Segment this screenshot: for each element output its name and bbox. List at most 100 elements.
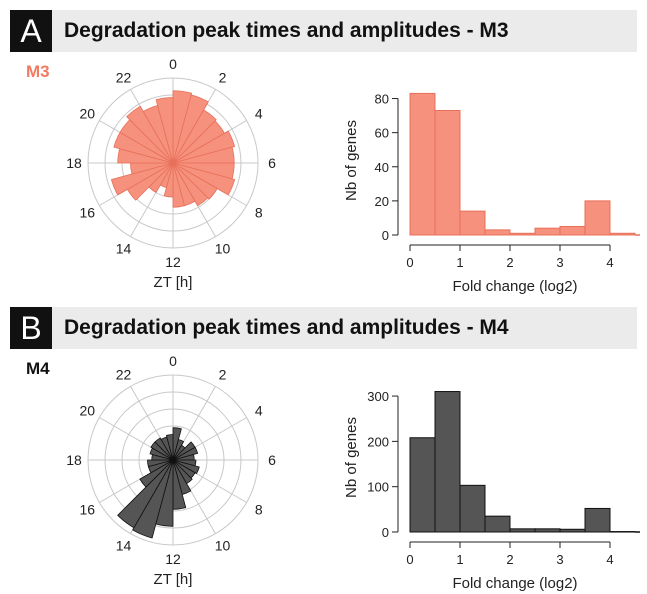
polar-angle-label: 2 (219, 366, 227, 382)
x-axis-label: Fold change (log2) (452, 575, 577, 592)
x-tick-label: 3 (556, 552, 563, 567)
polar-angle-label: 20 (79, 106, 95, 122)
polar-sector (111, 162, 174, 196)
polar-angle-label: 8 (255, 205, 263, 221)
polar-angle-label: 8 (255, 502, 263, 518)
polar-axis-label: ZT [h] (154, 274, 193, 291)
polar-sector (172, 109, 217, 164)
histogram-bar (534, 528, 561, 533)
polar-sector (147, 459, 174, 467)
polar-sector (139, 459, 174, 488)
y-tick-label: 200 (367, 434, 389, 449)
polar-angle-label: 12 (165, 254, 181, 270)
polar-angle-label: 20 (79, 403, 95, 419)
histogram-bar (409, 437, 436, 533)
polar-sector (172, 162, 218, 200)
polar-angle-label: 12 (165, 551, 181, 567)
polar-angle-label: 6 (268, 452, 276, 468)
y-tick-label: 0 (382, 228, 389, 243)
histogram-bar (484, 515, 511, 533)
polar-angle-label: 22 (116, 69, 132, 85)
polar-sector (172, 162, 185, 208)
polar-sector (172, 94, 209, 164)
histogram-bar (434, 391, 461, 533)
histogram-bar (534, 227, 561, 236)
histogram-bar (459, 484, 486, 533)
polar-chart-a: 0 2 4 6 8 10 12 14 16 18 20 22 ZT [h] (66, 56, 276, 291)
polar-angle-label: 10 (215, 538, 231, 554)
polar-angle-label: 18 (66, 452, 82, 468)
histogram-bar (434, 109, 461, 236)
panel-b-header-bar (10, 307, 637, 349)
histogram-bar (584, 507, 611, 533)
polar-sector (155, 97, 174, 164)
y-tick-label: 20 (375, 194, 389, 209)
histogram-bar (609, 531, 636, 533)
polar-angle-label: 6 (268, 155, 276, 171)
y-tick-label: 60 (375, 126, 389, 141)
x-tick-label: 3 (556, 255, 563, 270)
histogram-bar (509, 528, 536, 533)
y-tick-label: 40 (375, 160, 389, 175)
y-tick-label: 0 (382, 525, 389, 540)
polar-angle-label: 2 (219, 69, 227, 85)
y-tick-label: 80 (375, 92, 389, 107)
histogram-bar (409, 92, 436, 236)
panel-a: A Degradation peak times and amplitudes … (10, 10, 640, 295)
polar-angle-label: 10 (215, 241, 231, 257)
polar-angle-label: 0 (169, 56, 177, 72)
histogram-bar (559, 225, 586, 236)
histogram-bar (459, 210, 486, 236)
histogram-bar (584, 200, 611, 236)
polar-sector (126, 105, 174, 164)
panel-b-module-label: M4 (26, 359, 50, 378)
y-axis-label: Nb of genes (343, 417, 360, 498)
panel-b-letter: B (10, 307, 52, 349)
x-tick-label: 2 (506, 552, 513, 567)
polar-sector (172, 446, 199, 461)
polar-axis-label: ZT [h] (154, 571, 193, 588)
polar-angle-label: 22 (116, 366, 132, 382)
polar-sector (132, 459, 174, 539)
histogram-bar (509, 232, 536, 236)
polar-angle-label: 18 (66, 155, 82, 171)
y-axis-label: Nb of genes (343, 120, 360, 201)
panel-a-letter: A (10, 10, 52, 52)
polar-chart-b: 0 2 4 6 8 10 12 14 16 18 20 22 ZT [h] (66, 353, 276, 588)
polar-angle-label: 0 (169, 353, 177, 369)
x-tick-label: 0 (406, 255, 413, 270)
histogram-bar (484, 229, 511, 236)
y-tick-label: 100 (367, 480, 389, 495)
polar-sector (172, 130, 235, 164)
histogram-a: 0 20 40 60 80 0 1 2 3 4 Fold change (log2) Nb of ge… (343, 92, 640, 295)
histogram-b: 0 100 200 300 0 1 2 3 4 Fold change (log2) Nb of g… (343, 389, 640, 592)
x-tick-label: 0 (406, 552, 413, 567)
x-tick-label: 1 (456, 255, 463, 270)
y-tick-label: 300 (367, 389, 389, 404)
panel-b: B Degradation peak times and amplitudes … (0, 297, 647, 594)
x-tick-label: 1 (456, 552, 463, 567)
polar-angle-label: 4 (255, 106, 263, 122)
polar-sector (166, 434, 174, 461)
polar-angle-label: 14 (116, 538, 132, 554)
polar-angle-label: 16 (79, 205, 95, 221)
panel-b-title: Degradation peak times and amplitudes - … (64, 316, 509, 339)
panel-a-title: Degradation peak times and amplitudes - … (64, 19, 509, 42)
polar-angle-label: 4 (255, 403, 263, 419)
x-tick-label: 4 (606, 255, 613, 270)
x-tick-label: 2 (506, 255, 513, 270)
x-tick-label: 4 (606, 552, 613, 567)
x-axis-label: Fold change (log2) (452, 278, 577, 295)
panel-a-module-label: M3 (26, 62, 50, 81)
panel-a-header-bar (10, 10, 637, 52)
polar-angle-label: 16 (79, 502, 95, 518)
polar-angle-label: 14 (116, 241, 132, 257)
polar-sector (154, 437, 174, 461)
polar-sector (172, 162, 209, 207)
polar-sector (117, 459, 174, 529)
polar-sector (172, 162, 235, 196)
histogram-bar (609, 232, 636, 236)
histogram-bar (559, 528, 586, 533)
